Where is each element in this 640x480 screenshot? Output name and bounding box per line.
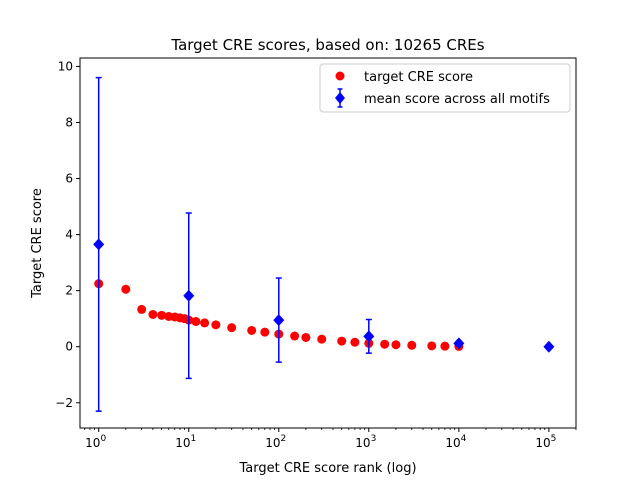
plot-frame	[79, 57, 577, 429]
mean-score-point	[273, 314, 285, 327]
legend-frame	[319, 63, 571, 113]
target-cre-score-point	[260, 327, 270, 337]
target-cre-score-point	[227, 323, 237, 333]
target-cre-score-point	[157, 310, 167, 320]
mean-score-point	[93, 238, 105, 251]
target-cre-score-point	[317, 334, 327, 344]
x-tick-label: 102	[265, 434, 286, 450]
y-tick-label: 4	[65, 228, 73, 242]
plot-area	[93, 76, 555, 412]
y-axis: −2 0 2 4 6 8 10	[55, 59, 80, 410]
mean-score-point	[363, 330, 375, 343]
x-tick-label: 105	[535, 434, 556, 450]
target-cre-score-point	[247, 325, 257, 335]
target-cre-score-point	[211, 320, 221, 330]
target-cre-score-point	[380, 339, 390, 349]
x-axis-label: Target CRE score rank (log)	[238, 461, 416, 476]
target-cre-score-point	[121, 284, 131, 294]
target-cre-score-point	[407, 340, 417, 350]
y-tick-label: 0	[65, 340, 73, 354]
target-cre-score-point	[200, 318, 210, 328]
y-tick-label: 10	[58, 59, 73, 73]
legend-label-mean-score: mean score across all motifs	[364, 92, 550, 107]
mean-score-point	[543, 340, 555, 353]
target-cre-score-point	[350, 337, 360, 347]
y-tick-label: −2	[55, 396, 73, 410]
y-tick-label: 8	[65, 115, 73, 129]
mean-score-point	[183, 289, 195, 302]
y-axis-label: Target CRE score	[30, 188, 45, 299]
target-cre-score-point	[290, 331, 300, 341]
y-tick-label: 2	[65, 284, 73, 298]
target-cre-score-point	[191, 316, 201, 326]
legend-marker-target-cre-score	[335, 71, 345, 81]
x-tick-label: 101	[175, 434, 196, 450]
x-tick-label: 103	[355, 434, 376, 450]
target-cre-score-point	[301, 332, 311, 342]
target-cre-score-point	[337, 336, 347, 346]
mean-score-point	[453, 337, 465, 350]
chart-title: Target CRE scores, based on: 10265 CREs	[170, 36, 484, 54]
target-cre-score-point	[137, 304, 147, 314]
legend-marker-mean-score	[335, 92, 345, 104]
x-axis: 100 101 102 103 104 105	[84, 428, 577, 450]
legend: target CRE score mean score across all m…	[319, 63, 571, 113]
x-tick-label: 100	[85, 434, 106, 450]
target-cre-score-point	[427, 341, 437, 351]
target-cre-score-point	[148, 309, 158, 319]
y-tick-label: 6	[65, 172, 73, 186]
x-tick-label: 104	[445, 434, 466, 450]
target-cre-score-point	[440, 341, 450, 351]
legend-label-target-cre-score: target CRE score	[364, 70, 473, 85]
target-cre-score-point	[391, 340, 401, 350]
